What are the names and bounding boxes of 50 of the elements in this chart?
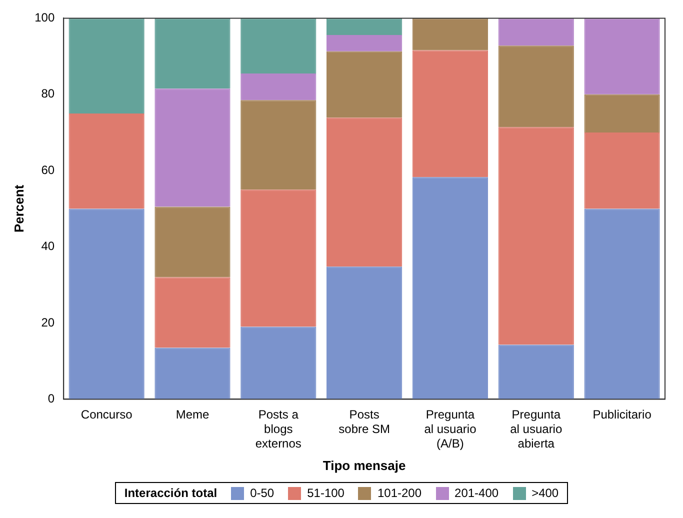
bar [498,344,574,400]
bar [412,18,488,50]
x-tick-label: Pregunta al usuario (A/B) [424,408,477,451]
legend-label: 0-50 [250,486,274,500]
x-tick-label: Meme [176,408,210,422]
bar [584,18,660,94]
x-tick-label: Posts sobre SM [338,408,390,436]
bar [68,113,144,209]
bar [240,326,316,400]
y-tick-label: 100 [34,10,55,25]
bar [326,51,402,118]
legend-label: 51-100 [307,486,344,500]
bar [498,127,574,345]
bar [326,266,402,400]
y-tick-label: 0 [48,392,55,406]
bar [412,177,488,400]
legend-label: 101-200 [377,486,422,500]
bar [326,118,402,267]
bar [154,348,230,400]
bar [326,34,402,52]
bar [240,18,316,74]
x-tick-label: Posts a blogs externos [255,408,302,451]
y-tick-label: 60 [41,162,55,177]
bar [326,18,402,35]
bar [412,50,488,178]
x-tick-label: Publicitario [592,408,652,422]
bar [240,190,316,327]
bar [240,73,316,100]
bar [584,94,660,132]
y-tick-label: 80 [41,86,55,101]
bar [240,100,316,190]
legend-title: Interacción total [124,486,218,500]
y-tick-label: 20 [41,315,55,330]
bar [498,18,574,46]
bar [584,208,660,400]
bar [498,46,574,128]
bar [154,206,230,278]
x-axis-title: Tipo mensaje [322,458,406,473]
y-tick-label: 40 [41,239,55,254]
bar [154,18,230,89]
x-tick-label: Pregunta al usuario abierta [510,408,562,451]
y-axis-title: Percent [11,184,26,233]
bar [154,88,230,207]
bar [154,277,230,348]
bar [584,132,660,209]
x-tick-label: Concurso [80,408,133,422]
legend-label: 201-400 [454,486,499,500]
legend-label: >400 [532,486,559,500]
bar [68,208,144,400]
bar [68,18,144,114]
